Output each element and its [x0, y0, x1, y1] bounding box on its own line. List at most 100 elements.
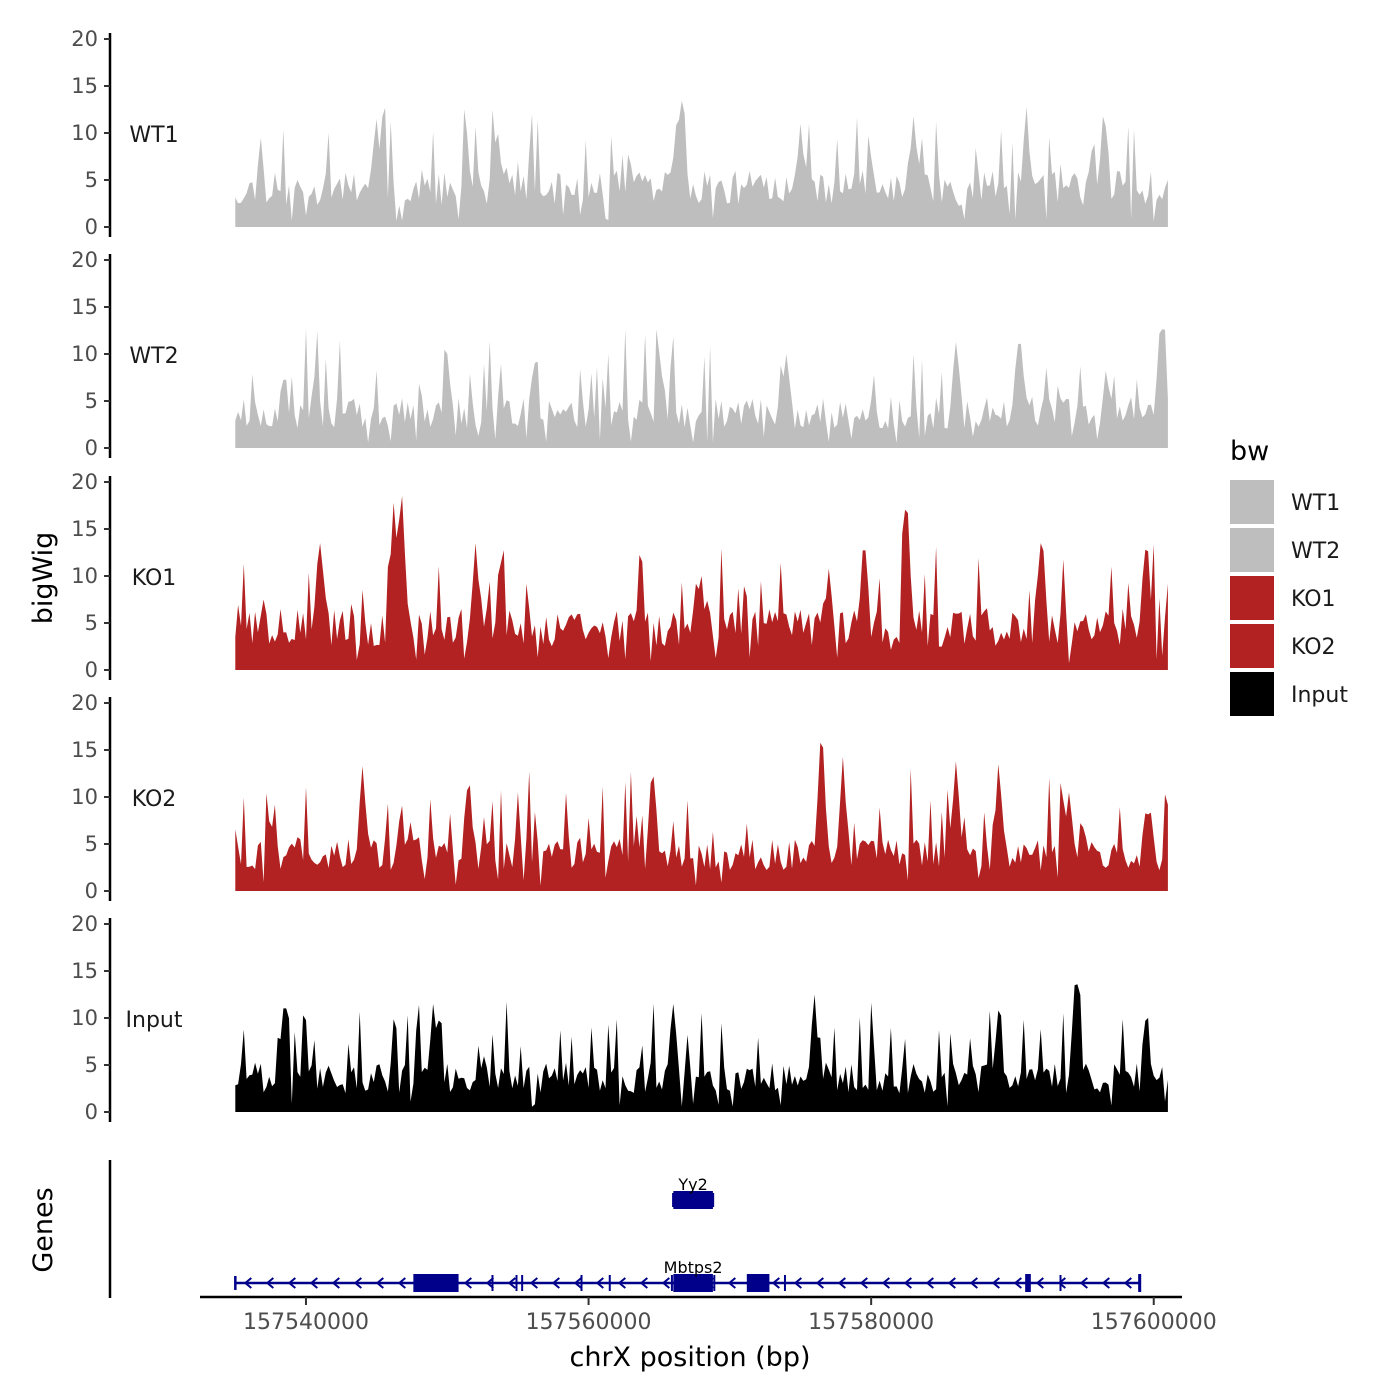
exon-block	[673, 1191, 713, 1209]
coverage-area-ko1	[235, 496, 1168, 670]
strand-arrow	[969, 1277, 978, 1289]
x-tick-label: 157540000	[243, 1310, 369, 1335]
strand-arrow	[573, 1277, 582, 1289]
track-wt1: 0 5 10 15 20 WT1	[71, 27, 1168, 239]
coverage-tracks: 0 5 10 15 20 WT1 0 5 10 15 20 WT2 0 5 10 15 20 KO1 0 5 10 15 2…	[71, 27, 1168, 1124]
exon-block	[1025, 1274, 1031, 1292]
strand-arrow	[903, 1277, 912, 1289]
track-ko1: 0 5 10 15 20 KO1	[71, 470, 1168, 682]
strand-arrow	[265, 1277, 274, 1289]
track-label-wt2: WT2	[129, 344, 178, 369]
y-tick-label: 15	[71, 738, 98, 762]
y-tick-label: 5	[85, 168, 98, 192]
strand-arrow	[485, 1277, 494, 1289]
track-ko2: 0 5 10 15 20 KO2	[71, 691, 1168, 903]
strand-arrow	[991, 1277, 1000, 1289]
gene-label: Yy2	[677, 1175, 707, 1194]
x-tick-label: 157580000	[808, 1310, 934, 1335]
coverage-area-input	[235, 984, 1168, 1112]
legend-swatch-input	[1230, 672, 1274, 716]
exon-block	[1138, 1274, 1142, 1292]
track-label-ko2: KO2	[132, 787, 177, 812]
gene-label: Mbtps2	[664, 1258, 723, 1277]
y-tick-label: 20	[71, 248, 98, 272]
y-axis-title: bigWig	[28, 532, 59, 625]
strand-arrow	[859, 1277, 868, 1289]
legend-label-wt2: WT2	[1291, 539, 1340, 564]
y-tick-label: 5	[85, 1053, 98, 1077]
x-axis: 157540000 157560000 157580000 157600000	[200, 1295, 1217, 1335]
track-label-input: Input	[126, 1008, 183, 1033]
y-tick-label: 10	[71, 564, 98, 588]
legend-label-ko1: KO1	[1291, 587, 1336, 612]
strand-arrow	[1057, 1277, 1066, 1289]
strand-arrow	[397, 1277, 406, 1289]
y-tick-label: 0	[85, 1100, 98, 1124]
strand-arrow	[463, 1277, 472, 1289]
genes-axis-title: Genes	[28, 1187, 59, 1272]
y-tick-label: 5	[85, 389, 98, 413]
track-label-wt1: WT1	[129, 123, 178, 148]
strand-arrow	[529, 1277, 538, 1289]
track-wt2: 0 5 10 15 20 WT2	[71, 248, 1168, 460]
y-tick-label: 10	[71, 785, 98, 809]
strand-arrow	[287, 1277, 296, 1289]
y-tick-label: 15	[71, 295, 98, 319]
y-tick-label: 15	[71, 959, 98, 983]
track-label-ko1: KO1	[132, 566, 177, 591]
exon-block	[746, 1274, 770, 1292]
strand-arrow	[1013, 1277, 1022, 1289]
y-tick-label: 0	[85, 215, 98, 239]
strand-arrow	[1101, 1277, 1110, 1289]
gene-yy2: Yy2	[672, 1175, 715, 1209]
strand-arrow	[331, 1277, 340, 1289]
x-tick-label: 157560000	[526, 1310, 652, 1335]
coverage-area-ko2	[235, 742, 1168, 891]
y-tick-label: 0	[85, 879, 98, 903]
legend-swatch-ko2	[1230, 624, 1274, 668]
x-tick-label: 157600000	[1091, 1310, 1217, 1335]
y-tick-label: 10	[71, 121, 98, 145]
strand-arrow	[881, 1277, 890, 1289]
strand-arrow	[727, 1277, 736, 1289]
strand-arrow	[661, 1277, 670, 1289]
exon-block	[413, 1274, 459, 1292]
strand-arrow	[243, 1277, 252, 1289]
y-tick-label: 5	[85, 832, 98, 856]
y-tick-label: 15	[71, 74, 98, 98]
track-input: 0 5 10 15 20 Input	[71, 912, 1168, 1124]
legend-swatch-ko1	[1230, 576, 1274, 620]
gene-mbtps2: Mbtps2	[234, 1258, 1142, 1292]
y-tick-label: 0	[85, 658, 98, 682]
legend-swatch-wt2	[1230, 528, 1274, 572]
strand-arrow	[639, 1277, 648, 1289]
legend-label-ko2: KO2	[1291, 635, 1336, 660]
coverage-area-wt1	[235, 100, 1168, 227]
legend: bw WT1 WT2 KO1 KO2 Input	[1230, 436, 1348, 716]
gene-track: Yy2 Mbtps2	[108, 1160, 1142, 1298]
strand-arrow	[925, 1277, 934, 1289]
strand-arrow	[617, 1277, 626, 1289]
strand-arrow	[353, 1277, 362, 1289]
legend-label-input: Input	[1291, 683, 1348, 708]
strand-arrow	[595, 1277, 604, 1289]
strand-arrow	[1079, 1277, 1088, 1289]
strand-arrow	[375, 1277, 384, 1289]
legend-label-wt1: WT1	[1291, 491, 1340, 516]
coverage-area-wt2	[235, 328, 1168, 448]
strand-arrow	[771, 1277, 780, 1289]
y-tick-label: 20	[71, 27, 98, 51]
legend-title: bw	[1230, 436, 1269, 467]
legend-swatch-wt1	[1230, 480, 1274, 524]
y-tick-label: 10	[71, 342, 98, 366]
y-tick-label: 0	[85, 436, 98, 460]
y-tick-label: 20	[71, 470, 98, 494]
strand-arrow	[815, 1277, 824, 1289]
strand-arrow	[309, 1277, 318, 1289]
strand-arrow	[793, 1277, 802, 1289]
strand-arrow	[551, 1277, 560, 1289]
x-axis-title: chrX position (bp)	[569, 1342, 810, 1373]
strand-arrow	[1123, 1277, 1132, 1289]
exon-block	[673, 1274, 713, 1292]
